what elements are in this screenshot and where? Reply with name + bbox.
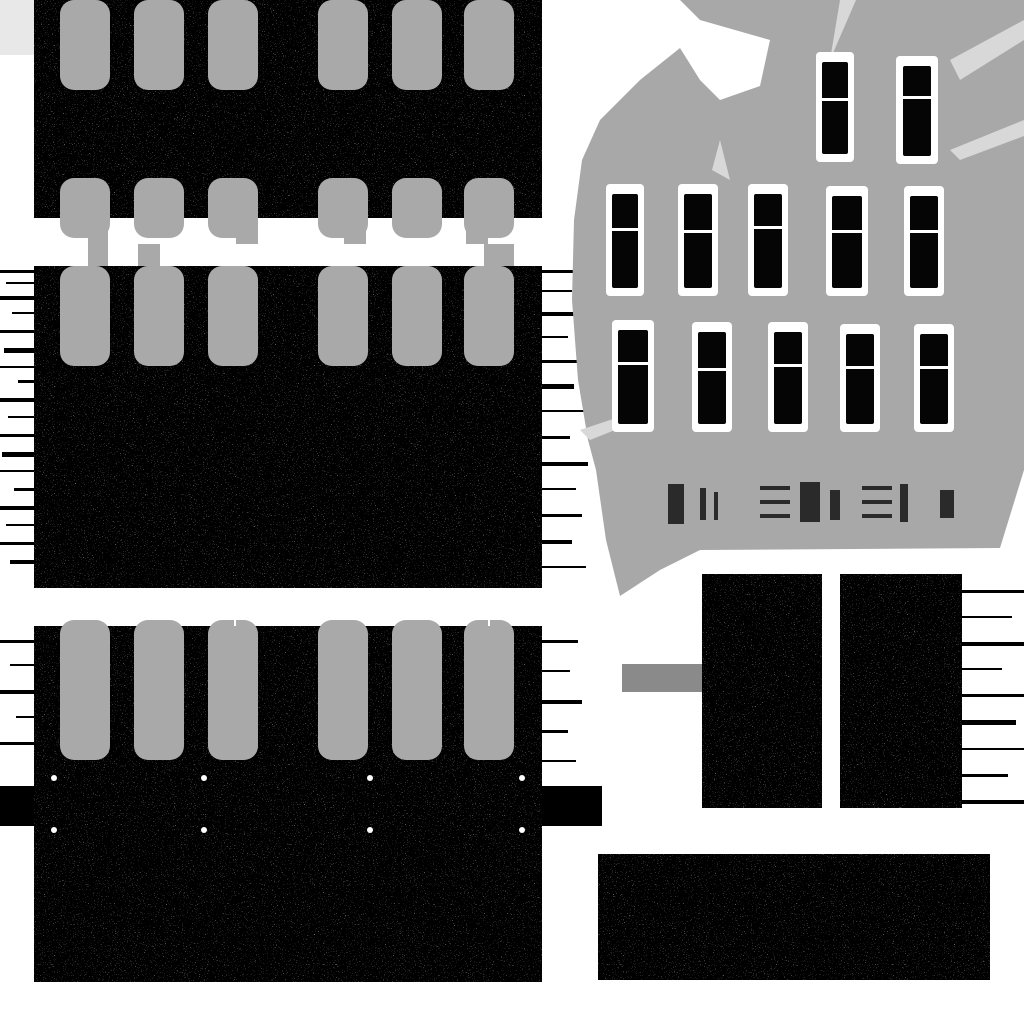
marker-dots [51, 775, 525, 833]
right-black-bar [542, 786, 602, 826]
light-rays [580, 0, 1024, 440]
right-edge-glitch-stripes [542, 270, 588, 568]
slot-glitch-bars [668, 482, 954, 524]
top-left-corner-grey [0, 0, 34, 55]
right-edge-stripes [962, 590, 1024, 804]
pin-slot [692, 322, 732, 432]
tab [318, 0, 368, 90]
pin-slot-row-1 [816, 52, 938, 164]
tab [134, 0, 184, 90]
tab [60, 266, 110, 366]
tab [464, 620, 514, 760]
tab-divider-lines [234, 590, 490, 626]
pin-slot [904, 186, 944, 296]
dark-panel-right [840, 574, 962, 808]
middle-row-tabs [60, 266, 514, 366]
bottom-right-dark-panel [598, 854, 990, 980]
grey-island-shape [572, 0, 1024, 596]
panel-divider-line [828, 574, 832, 808]
tab [464, 266, 514, 366]
left-edge-glitch-stripes [0, 270, 34, 564]
pin-slot [896, 56, 938, 164]
grey-marker-tab [622, 664, 702, 692]
pin-slot-row-2 [606, 184, 944, 296]
bottom-left-tab-panel [0, 590, 602, 982]
left-black-bar [0, 786, 34, 826]
right-dark-panels [598, 574, 1024, 980]
seam-notches [88, 218, 514, 266]
pin-slot [914, 324, 954, 432]
bottom-right-glitch-stripes [542, 640, 582, 762]
bottom-left-panel [34, 626, 542, 982]
top-left-tab-panel [0, 0, 588, 588]
pin-slot [768, 322, 808, 432]
tab [60, 0, 110, 90]
bottom-left-glitch-stripes [0, 640, 34, 745]
tab [392, 0, 442, 90]
pin-slot [840, 324, 880, 432]
tab [392, 620, 442, 760]
bottom-row-tabs [60, 620, 514, 760]
tab-cap [134, 178, 184, 238]
pin-slot [816, 52, 854, 162]
top-left-panel-lower [34, 262, 542, 588]
pin-slot [606, 184, 644, 296]
tab [134, 620, 184, 760]
tab [464, 0, 514, 90]
dark-panel-left [702, 574, 822, 808]
pin-slot [678, 184, 718, 296]
pin-slot-island [572, 0, 1024, 596]
tab [392, 266, 442, 366]
pin-slot [748, 184, 788, 296]
top-left-panel-upper [34, 0, 542, 218]
tab-cap [392, 178, 442, 238]
tab [208, 0, 258, 90]
top-row-tabs [60, 0, 514, 90]
pin-slot [826, 186, 868, 296]
tab [60, 620, 110, 760]
tab [134, 266, 184, 366]
tab [208, 266, 258, 366]
tab [318, 266, 368, 366]
pin-slot-row-3 [612, 320, 954, 432]
pin-slot [612, 320, 654, 432]
tab [318, 620, 368, 760]
tab [208, 620, 258, 760]
